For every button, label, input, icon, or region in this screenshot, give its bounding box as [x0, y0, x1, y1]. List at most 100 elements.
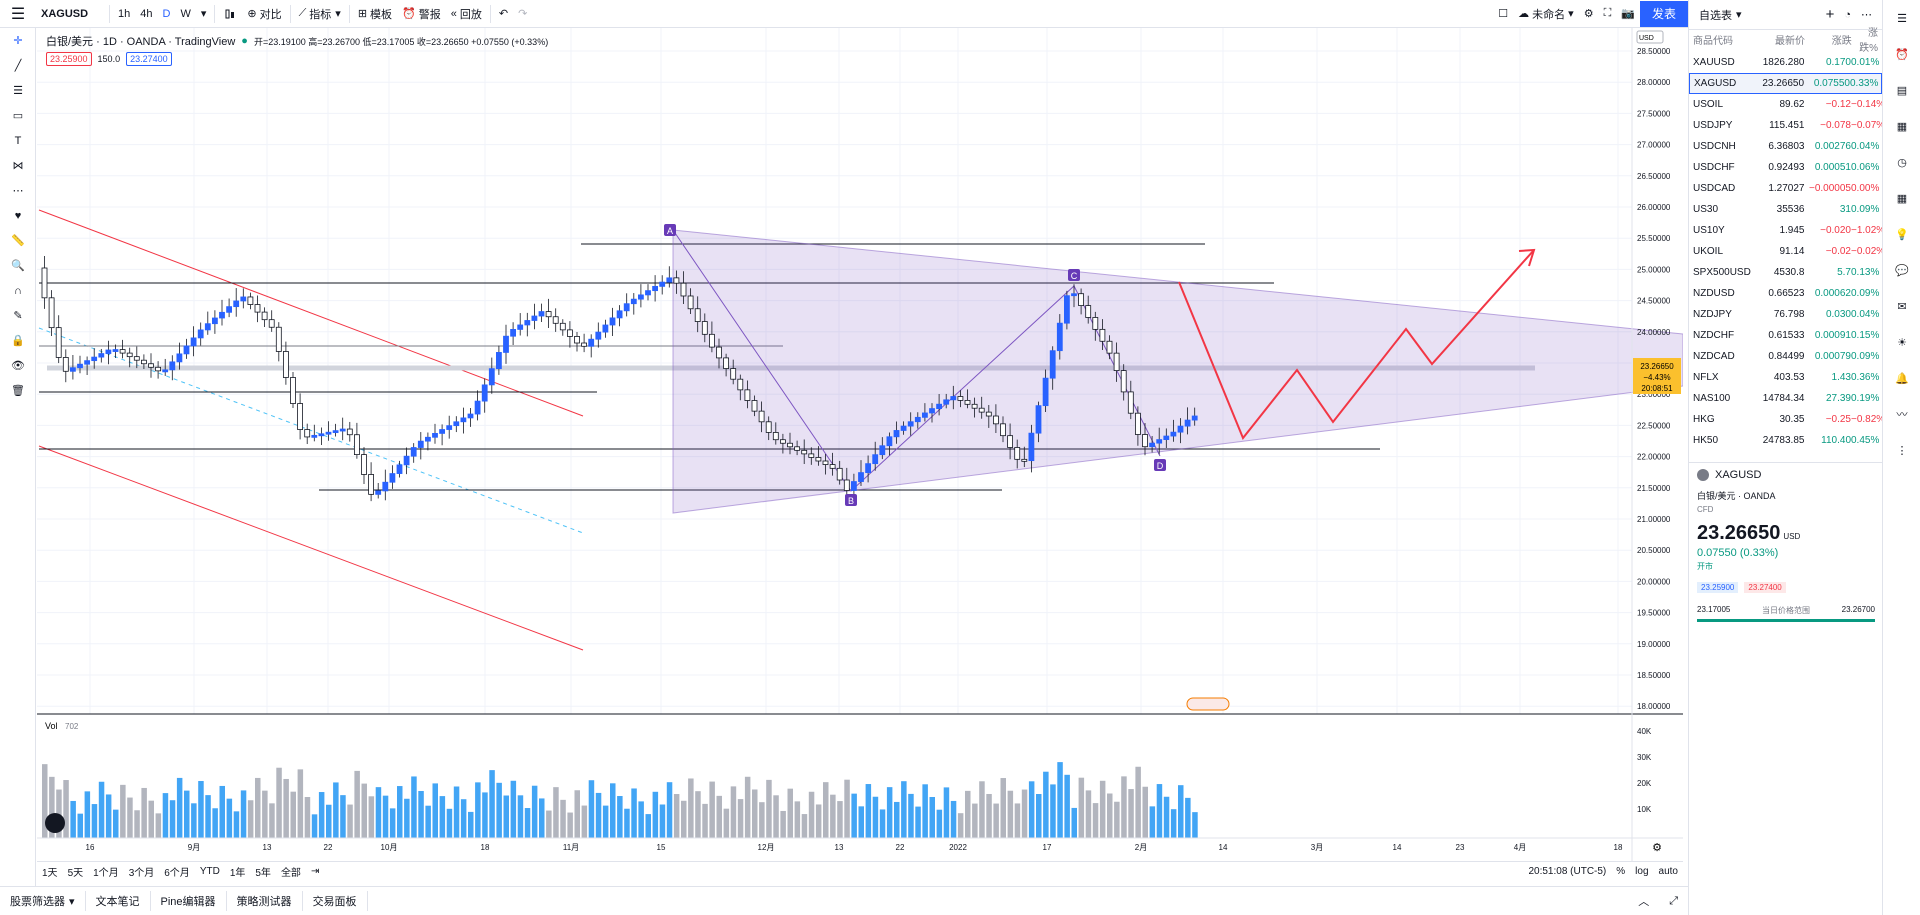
axis-settings-icon[interactable]: ⚙: [1652, 841, 1662, 854]
watchlist-row[interactable]: USDCHF 0.92493 0.00051 0.06%: [1689, 157, 1882, 178]
idea-icon[interactable]: ☀: [1897, 336, 1907, 349]
ruler-icon[interactable]: 📏: [11, 235, 25, 247]
templates-button[interactable]: ⊞ 模板: [353, 0, 397, 28]
clock-icon[interactable]: ◷: [1897, 156, 1907, 169]
alarm-clock-icon[interactable]: ⏰: [1895, 48, 1909, 61]
clock[interactable]: 20:51:08 (UTC-5): [1528, 866, 1607, 877]
watchlist-row[interactable]: SPX500USD 4530.8 5.7 0.13%: [1689, 262, 1882, 283]
chart-canvas[interactable]: A B C D 28.50000 28.00000 27.50000 27.00000…: [37, 28, 1684, 861]
watchlist-icon[interactable]: ☰: [1897, 12, 1907, 25]
tab-screener[interactable]: 股票筛选器 ▾: [0, 891, 86, 911]
redo-button[interactable]: ↷: [518, 8, 528, 20]
range-3m[interactable]: 3个月: [128, 868, 155, 879]
crosshair-icon[interactable]: ✛: [13, 35, 23, 47]
tab-trading-panel[interactable]: 交易面板: [303, 891, 368, 911]
trash-icon[interactable]: 🗑: [11, 385, 25, 397]
lock-icon[interactable]: 🔒: [11, 335, 25, 347]
col-change-pct[interactable]: 涨跌%: [1859, 28, 1878, 54]
bid-box[interactable]: 23.25900: [46, 52, 92, 66]
watchlist-row[interactable]: UKOIL 91.14 −0.02 −0.02%: [1689, 241, 1885, 262]
range-5y[interactable]: 5年: [255, 868, 271, 879]
watchlist-row[interactable]: USOIL 89.62 −0.12 −0.14%: [1689, 94, 1885, 115]
watchlist-row[interactable]: XAUUSD 1826.280 0.170 0.01%: [1689, 52, 1882, 73]
watchlist-row[interactable]: HKG 30.35 −0.25 −0.82%: [1689, 409, 1885, 430]
square-icon[interactable]: ☐: [1498, 8, 1509, 20]
message-icon[interactable]: ✉: [1897, 300, 1907, 313]
watchlist-row[interactable]: NFLX 403.53 1.43 0.36%: [1689, 367, 1882, 388]
range-ytd[interactable]: YTD: [199, 866, 220, 877]
tab-notes[interactable]: 文本笔记: [86, 891, 151, 911]
watchlist-row[interactable]: NZDCHF 0.61533 0.00091 0.15%: [1689, 325, 1882, 346]
replay-button[interactable]: «回放: [446, 0, 487, 28]
ask-box[interactable]: 23.27400: [126, 52, 172, 66]
range-5d[interactable]: 5天: [67, 868, 84, 879]
watchlist-row[interactable]: NAS100 14784.34 27.39 0.19%: [1689, 388, 1882, 409]
calendar-icon[interactable]: ▦: [1896, 192, 1908, 205]
chevron-up-icon[interactable]: ︿: [1638, 896, 1650, 908]
text-icon[interactable]: T: [14, 134, 22, 147]
notification-icon[interactable]: 🔔: [1895, 372, 1909, 385]
zoom-icon[interactable]: 🔍: [11, 260, 25, 272]
rectangle-icon[interactable]: ▭: [12, 110, 24, 122]
interval-1h[interactable]: 1h: [118, 7, 131, 20]
watchlist-row[interactable]: USDCAD 1.27027 −0.00005 0.00%: [1689, 178, 1882, 199]
interval-w[interactable]: W: [180, 7, 191, 20]
streams-icon[interactable]: 〰: [1896, 409, 1908, 421]
col-change[interactable]: 涨跌: [1831, 35, 1852, 47]
watchlist-row[interactable]: USDJPY 115.451 −0.078 −0.07%: [1689, 115, 1885, 136]
watchlist-row[interactable]: HK50 24783.85 110.40 0.45%: [1689, 430, 1882, 451]
publish-button[interactable]: 发表: [1639, 0, 1688, 27]
tab-strategy-tester[interactable]: 策略测试器: [227, 891, 303, 911]
fullscreen-icon[interactable]: ⛶: [1603, 7, 1612, 19]
more-icon[interactable]: ⋯: [1861, 9, 1872, 21]
maximize-icon[interactable]: ⤢: [1669, 894, 1678, 907]
magnet-icon[interactable]: ∩: [14, 284, 22, 297]
tab-pine-editor[interactable]: Pine编辑器: [151, 891, 227, 911]
settings-icon[interactable]: ⚙: [1583, 8, 1594, 20]
watchlist-row[interactable]: US10Y 1.945 −0.020 −1.02%: [1689, 220, 1885, 241]
range-6m[interactable]: 6个月: [164, 868, 190, 879]
horizontal-lines-icon[interactable]: ☰: [13, 85, 23, 97]
watchlist-title[interactable]: 自选表: [1699, 9, 1732, 22]
alert-button[interactable]: ⏰ 警报: [397, 0, 446, 28]
range-1m[interactable]: 1个月: [93, 868, 119, 879]
log-toggle[interactable]: log: [1635, 866, 1649, 877]
range-1d[interactable]: 1天: [42, 868, 58, 879]
layout-name-button[interactable]: ☁ 未命名 ▾: [1513, 0, 1579, 28]
range-all[interactable]: 全部: [280, 868, 301, 879]
chevron-down-icon[interactable]: ▾: [1736, 9, 1742, 21]
heart-icon[interactable]: ♥: [14, 209, 22, 222]
candle-type-button[interactable]: [218, 0, 242, 28]
eye-icon[interactable]: 👁: [11, 360, 25, 372]
watchlist-row[interactable]: NZDUSD 0.66523 0.00062 0.09%: [1689, 283, 1882, 304]
range-1y[interactable]: 1年: [229, 868, 246, 879]
data-window-icon[interactable]: ▤: [1896, 84, 1908, 97]
camera-icon[interactable]: 📷: [1621, 8, 1635, 20]
col-last[interactable]: 最新价: [1774, 35, 1805, 47]
lightbulb-icon[interactable]: 💡: [1895, 228, 1909, 241]
watchlist-row[interactable]: XAGUSD 23.26650 0.07550 0.33%: [1689, 73, 1882, 94]
pattern-icon[interactable]: ⋈: [12, 160, 24, 172]
legend-title[interactable]: 白银/美元 · 1D · OANDA · TradingView: [46, 36, 236, 48]
trend-line-icon[interactable]: ╱: [14, 60, 22, 72]
time-axis[interactable]: 16 9月 13 22 10月 18 11月 15 12月 13 22 2022 17 2月 14 3月 14 2…: [86, 843, 1623, 852]
chart-icon[interactable]: ◔: [1844, 8, 1851, 21]
interval-d[interactable]: D: [162, 7, 171, 20]
events-badge[interactable]: [1186, 697, 1230, 711]
dots-icon[interactable]: ⋮: [1896, 444, 1908, 457]
chat-icon[interactable]: 💬: [1895, 264, 1909, 277]
goto-date-icon[interactable]: ⇥: [310, 866, 320, 877]
watchlist-row[interactable]: USDCNH 6.36803 0.00276 0.04%: [1689, 136, 1882, 157]
indicators-button[interactable]: ⟋ 指标 ▾: [294, 0, 346, 28]
pencil-lock-icon[interactable]: ✎: [13, 310, 23, 322]
symbol-search[interactable]: XAGUSD: [41, 7, 89, 20]
tradingview-logo-icon[interactable]: [45, 813, 65, 833]
watchlist-row[interactable]: US30 35536 31 0.09%: [1689, 199, 1882, 220]
add-symbol-icon[interactable]: +: [1825, 6, 1835, 23]
menu-icon[interactable]: ☰: [10, 5, 26, 23]
percent-toggle[interactable]: %: [1616, 866, 1626, 877]
undo-button[interactable]: ↶: [498, 8, 509, 20]
currency-selector[interactable]: [1636, 30, 1664, 44]
chart-area[interactable]: A B C D 28.50000 28.00000 27.50000 27.00000…: [37, 28, 1684, 861]
watchlist-row[interactable]: NZDCAD 0.84499 0.00079 0.09%: [1689, 346, 1882, 367]
